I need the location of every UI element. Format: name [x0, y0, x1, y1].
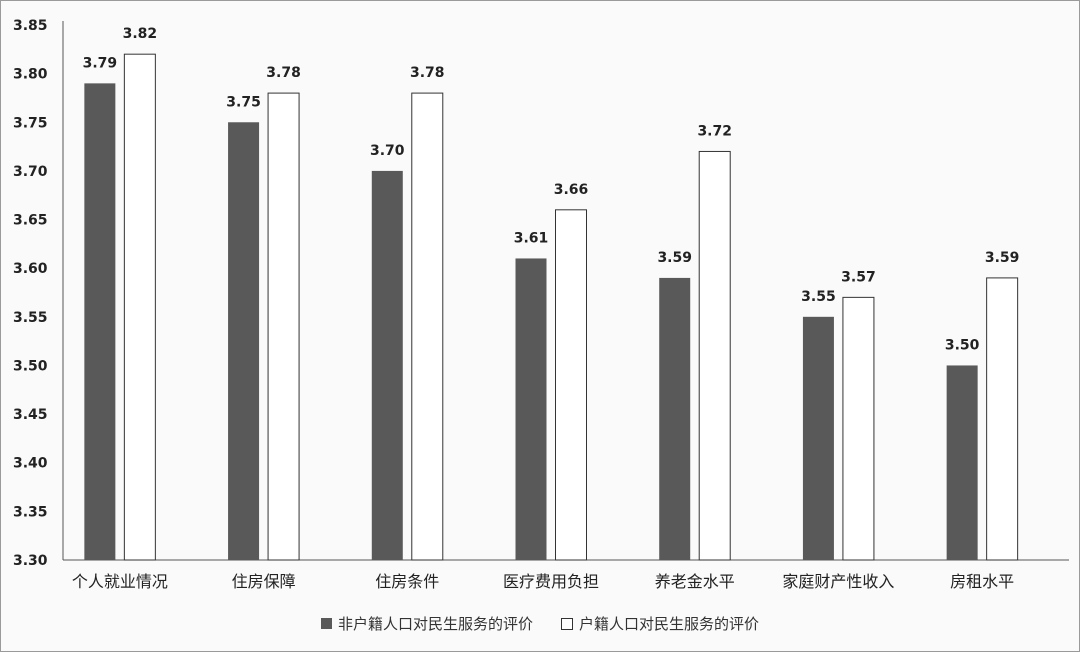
y-tick-label: 3.30 — [13, 553, 48, 569]
bar-non-household — [84, 83, 116, 560]
legend-item-non-household: 非户籍人口对民生服务的评价 — [320, 613, 533, 634]
y-tick-label: 3.85 — [13, 18, 48, 34]
y-tick-label: 3.75 — [13, 115, 48, 131]
y-tick-label: 3.65 — [13, 213, 48, 229]
y-tick-label: 3.60 — [13, 261, 48, 277]
legend-label-household: 户籍人口对民生服务的评价 — [579, 615, 760, 633]
bar-non-household — [371, 170, 403, 560]
data-label: 3.82 — [123, 26, 158, 42]
x-category-label: 房租水平 — [950, 572, 1014, 591]
y-tick-label: 3.80 — [13, 67, 48, 83]
bar-non-household — [659, 277, 691, 560]
data-label: 3.57 — [841, 269, 876, 285]
y-tick-label: 3.40 — [13, 456, 48, 472]
bar-household — [555, 209, 587, 561]
x-category-label: 住房保障 — [232, 572, 296, 591]
bar-household — [698, 150, 731, 561]
data-label: 3.78 — [410, 65, 445, 81]
legend-swatch-solid — [320, 618, 332, 629]
data-label: 3.78 — [266, 65, 301, 81]
bar-household — [267, 92, 300, 561]
bar-non-household — [515, 258, 547, 560]
y-tick-label: 3.55 — [13, 310, 48, 326]
data-label: 3.50 — [945, 337, 980, 353]
bar-non-household — [228, 122, 260, 560]
y-tick-label: 3.70 — [13, 164, 48, 180]
y-tick-label: 3.35 — [13, 504, 48, 520]
bar-chart: 3.30 3.35 3.40 3.45 3.50 3.55 3.60 3.65 3.70 3.75… — [13, 18, 1069, 591]
data-label: 3.70 — [370, 143, 405, 159]
x-category-label: 养老金水平 — [655, 572, 735, 591]
data-label: 3.75 — [226, 94, 261, 110]
bar-non-household — [802, 316, 834, 560]
data-label: 3.59 — [985, 250, 1020, 266]
bar-household — [123, 53, 156, 561]
bar-non-household — [946, 365, 978, 560]
x-category-label: 家庭财产性收入 — [782, 572, 894, 591]
y-tick-label: 3.50 — [13, 358, 48, 374]
legend-item-household: 户籍人口对民生服务的评价 — [561, 613, 759, 634]
legend-label-non-household: 非户籍人口对民生服务的评价 — [337, 615, 533, 633]
bar-household — [842, 296, 875, 561]
y-tick-label: 3.45 — [13, 407, 48, 423]
data-label: 3.55 — [801, 289, 836, 305]
bar-household — [411, 92, 444, 561]
data-label: 3.66 — [554, 182, 589, 198]
bar-household — [986, 277, 1019, 561]
data-label: 3.61 — [514, 230, 549, 246]
data-label: 3.59 — [657, 250, 692, 266]
legend-swatch-outline — [561, 617, 573, 630]
x-category-label: 个人就业情况 — [72, 572, 168, 591]
x-category-label: 住房条件 — [375, 572, 439, 591]
legend: 非户籍人口对民生服务的评价 户籍人口对民生服务的评价 — [1, 613, 1079, 634]
x-category-label: 医疗费用负担 — [503, 572, 599, 591]
data-label: 3.72 — [697, 123, 732, 139]
data-label: 3.79 — [83, 55, 118, 71]
